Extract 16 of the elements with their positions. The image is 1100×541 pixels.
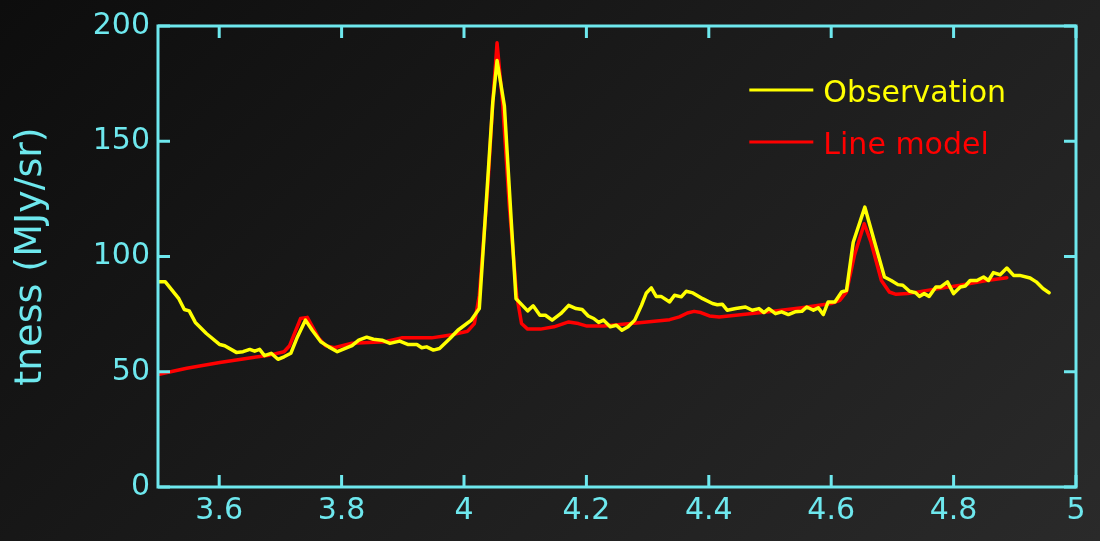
y-tick-label: 50 [111,351,150,387]
legend-label: Line model [823,125,989,161]
y-axis-title: tness (MJy/sr) [5,127,50,386]
y-tick-label: 100 [92,236,150,272]
y-tick-label: 200 [92,5,150,41]
x-tick-label: 4.4 [684,490,733,526]
x-tick-label: 4.8 [929,490,978,526]
y-tick-label: 150 [92,121,150,157]
x-tick-label: 3.6 [195,490,244,526]
y-tick-label: 0 [130,466,150,502]
x-tick-label: 3.8 [317,490,366,526]
x-tick-label: 5 [1066,490,1086,526]
x-tick-label: 4.6 [807,490,856,526]
x-tick-label: 4 [454,490,474,526]
x-tick-label: 4.2 [562,490,611,526]
legend-label: Observation [823,73,1007,109]
